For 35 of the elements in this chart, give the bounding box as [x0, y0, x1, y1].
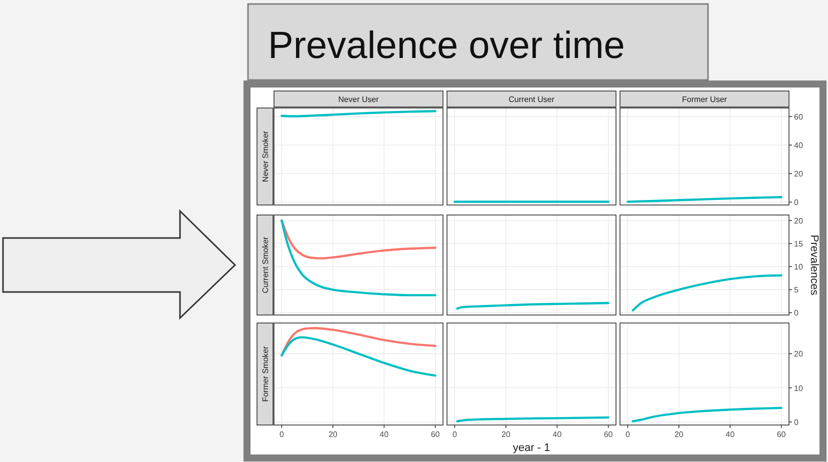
chart-title: Former User	[682, 95, 728, 104]
y-tick-label: 10	[794, 384, 804, 393]
y-tick-label: 15	[794, 240, 804, 249]
y-tick-label: 10	[794, 262, 804, 272]
y-tick-label: 40	[794, 141, 804, 150]
x-tick-label: 20	[328, 430, 338, 439]
x-tick-label: 60	[604, 430, 614, 439]
x-tick-label: 60	[776, 430, 786, 439]
chart-title: Never User	[338, 95, 380, 104]
y-axis-title: Former Smoker	[261, 346, 270, 402]
x-tick-label: 40	[552, 430, 562, 439]
line-series	[632, 406, 782, 422]
chart-title: Current User	[508, 95, 555, 104]
y-axis-title: Never Smoker	[261, 130, 270, 182]
line-series	[632, 274, 782, 312]
x-tick-label: 0	[452, 430, 458, 439]
y-tick-label: 5	[794, 286, 799, 295]
y-axis-title: Current Smoker	[261, 236, 270, 294]
x-tick-label: 20	[674, 430, 684, 439]
y-tick-label: 0	[794, 198, 799, 208]
x-tick-label: 40	[380, 430, 390, 439]
y-tick-label: 20	[794, 216, 804, 226]
y-tick-label: 0	[794, 418, 799, 427]
x-axis-title: year - 1	[512, 442, 550, 454]
x-tick-label: 20	[501, 430, 511, 439]
x-tick-label: 0	[625, 430, 630, 439]
x-tick-label: 40	[726, 430, 736, 439]
y-tick-label: 20	[794, 350, 804, 359]
y-tick-label: 20	[794, 170, 804, 179]
y-tick-label: 60	[794, 112, 804, 122]
x-tick-label: 60	[430, 430, 440, 439]
x-tick-label: 0	[279, 430, 284, 439]
y-tick-label: 0	[794, 308, 799, 318]
y-axis-title: Prevalences	[808, 234, 820, 296]
text: Prevalence over time	[268, 25, 625, 67]
